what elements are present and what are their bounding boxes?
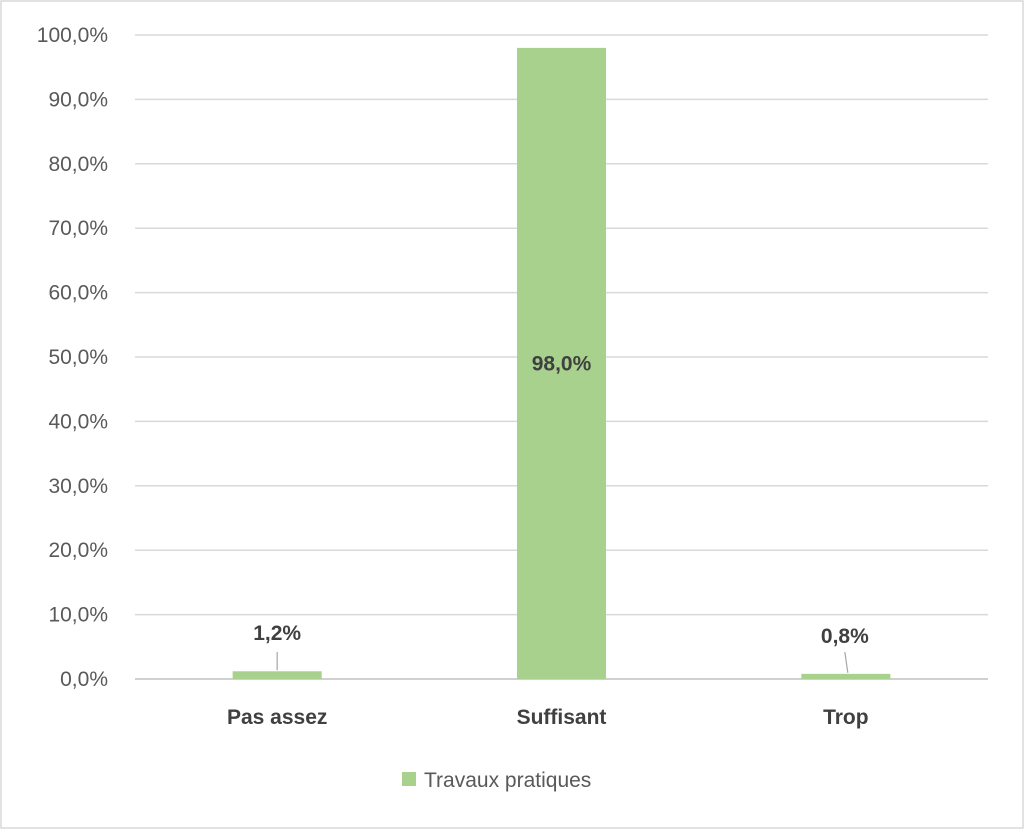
y-tick-label: 10,0% [48, 604, 108, 627]
bar [517, 47, 606, 679]
y-tick-label: 0,0% [60, 668, 108, 691]
legend: Travaux pratiques [402, 769, 591, 792]
y-tick-label: 100,0% [37, 24, 108, 47]
y-tick-label: 60,0% [48, 282, 108, 305]
bar [232, 671, 322, 679]
data-label: 0,8% [821, 625, 869, 648]
y-tick-label: 40,0% [48, 410, 108, 433]
y-tick-label: 20,0% [48, 539, 108, 562]
y-tick-label: 90,0% [48, 88, 108, 111]
data-label: 1,2% [253, 622, 301, 645]
y-tick-label: 80,0% [48, 153, 108, 176]
y-tick-label: 50,0% [48, 346, 108, 369]
legend-swatch [402, 772, 416, 786]
legend-label: Travaux pratiques [424, 769, 591, 792]
y-tick-label: 70,0% [48, 217, 108, 240]
bar [801, 673, 891, 679]
data-label: 98,0% [532, 352, 592, 375]
leader-line [844, 651, 849, 673]
x-tick-label: Suffisant [517, 706, 607, 729]
y-tick-label: 30,0% [48, 475, 108, 498]
x-tick-label: Trop [823, 706, 869, 729]
x-tick-label: Pas assez [227, 706, 327, 729]
